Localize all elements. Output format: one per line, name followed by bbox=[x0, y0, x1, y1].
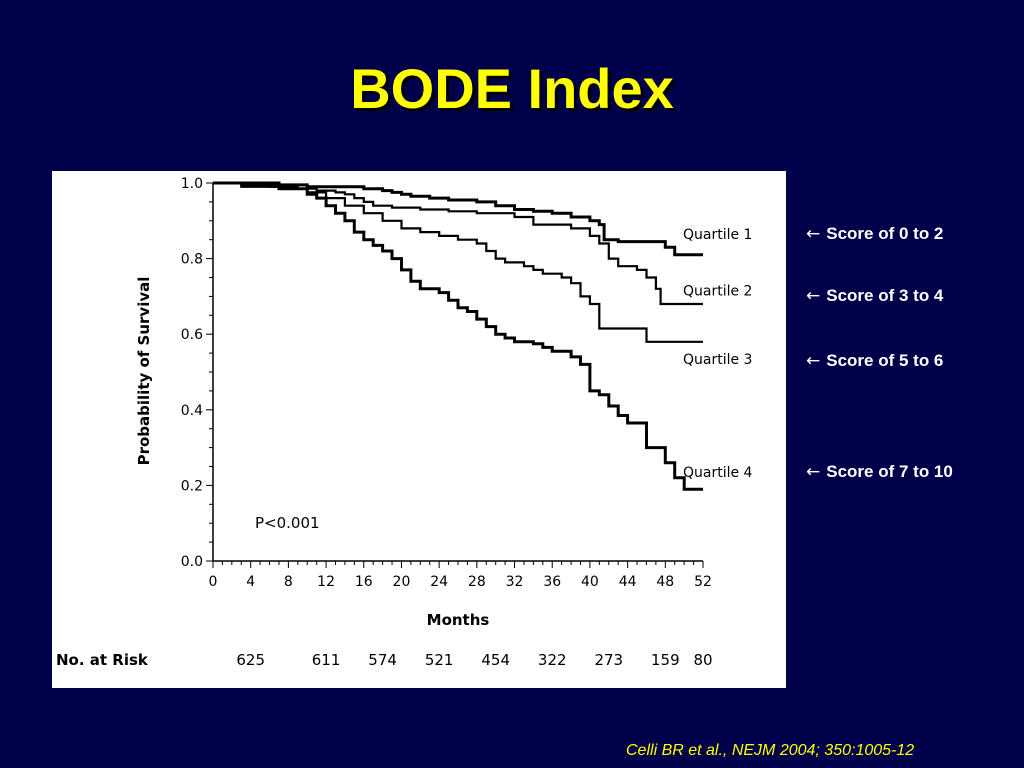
x-tick-label: 0 bbox=[209, 574, 218, 590]
x-tick-label: 16 bbox=[355, 574, 373, 590]
y-tick-label: 1.0 bbox=[181, 176, 203, 192]
x-tick-label: 44 bbox=[619, 574, 637, 590]
y-tick-label: 0.0 bbox=[181, 554, 203, 570]
x-tick-label: 32 bbox=[506, 574, 524, 590]
annotation-quartile-2: ← Score of 3 to 4 bbox=[806, 286, 943, 306]
series-label-3: Quartile 3 bbox=[683, 352, 752, 368]
at-risk-value: 322 bbox=[538, 651, 567, 669]
at-risk-value: 625 bbox=[236, 651, 265, 669]
survival-chart: Probability of Survival Months P<0.001 N… bbox=[56, 176, 753, 669]
x-tick-label: 28 bbox=[468, 574, 486, 590]
survival-curve-1 bbox=[213, 181, 703, 257]
x-tick-label: 24 bbox=[430, 574, 448, 590]
y-tick-label: 0.2 bbox=[181, 478, 203, 494]
x-tick-label: 8 bbox=[284, 574, 293, 590]
at-risk-value: 159 bbox=[651, 651, 680, 669]
at-risk-value: 611 bbox=[312, 651, 341, 669]
y-tick-label: 0.4 bbox=[181, 403, 203, 419]
survival-curve-3 bbox=[213, 181, 703, 343]
annotation-quartile-4: ← Score of 7 to 10 bbox=[806, 462, 953, 482]
at-risk-value: 273 bbox=[594, 651, 623, 669]
x-tick-label: 48 bbox=[656, 574, 674, 590]
left-arrow-icon: ← bbox=[806, 224, 821, 244]
survival-chart-panel: Probability of Survival Months P<0.001 N… bbox=[52, 171, 786, 688]
annotation-text: Score of 3 to 4 bbox=[826, 286, 944, 305]
annotation-quartile-1: ← Score of 0 to 2 bbox=[806, 224, 943, 244]
survival-curve-2 bbox=[213, 181, 703, 306]
y-axis-label: Probability of Survival bbox=[135, 277, 153, 466]
series-label-2: Quartile 2 bbox=[683, 284, 752, 300]
annotation-text: Score of 5 to 6 bbox=[826, 351, 944, 370]
slide-title: BODE Index bbox=[350, 57, 674, 120]
x-tick-label: 20 bbox=[393, 574, 411, 590]
survival-curve-4 bbox=[213, 181, 703, 491]
series-label-1: Quartile 1 bbox=[683, 227, 752, 243]
x-tick-label: 4 bbox=[246, 574, 255, 590]
citation: Celli BR et al., NEJM 2004; 350:1005-12 bbox=[626, 742, 915, 759]
left-arrow-icon: ← bbox=[806, 462, 821, 482]
at-risk-value: 454 bbox=[481, 651, 510, 669]
p-value-annotation: P<0.001 bbox=[255, 514, 320, 532]
x-tick-label: 36 bbox=[543, 574, 561, 590]
annotation-quartile-3: ← Score of 5 to 6 bbox=[806, 351, 943, 371]
at-risk-value: 574 bbox=[368, 651, 397, 669]
left-arrow-icon: ← bbox=[806, 351, 821, 371]
at-risk-value: 80 bbox=[693, 651, 712, 669]
series-label-4: Quartile 4 bbox=[683, 465, 753, 481]
x-tick-label: 12 bbox=[317, 574, 335, 590]
x-axis-label: Months bbox=[427, 611, 490, 629]
y-tick-label: 0.6 bbox=[181, 327, 203, 343]
annotation-text: Score of 7 to 10 bbox=[826, 462, 953, 481]
x-tick-label: 52 bbox=[694, 574, 712, 590]
x-tick-label: 40 bbox=[581, 574, 599, 590]
at-risk-value: 521 bbox=[425, 651, 454, 669]
y-tick-label: 0.8 bbox=[181, 252, 203, 268]
left-arrow-icon: ← bbox=[806, 286, 821, 306]
annotation-text: Score of 0 to 2 bbox=[826, 224, 944, 243]
at-risk-label: No. at Risk bbox=[56, 651, 149, 669]
